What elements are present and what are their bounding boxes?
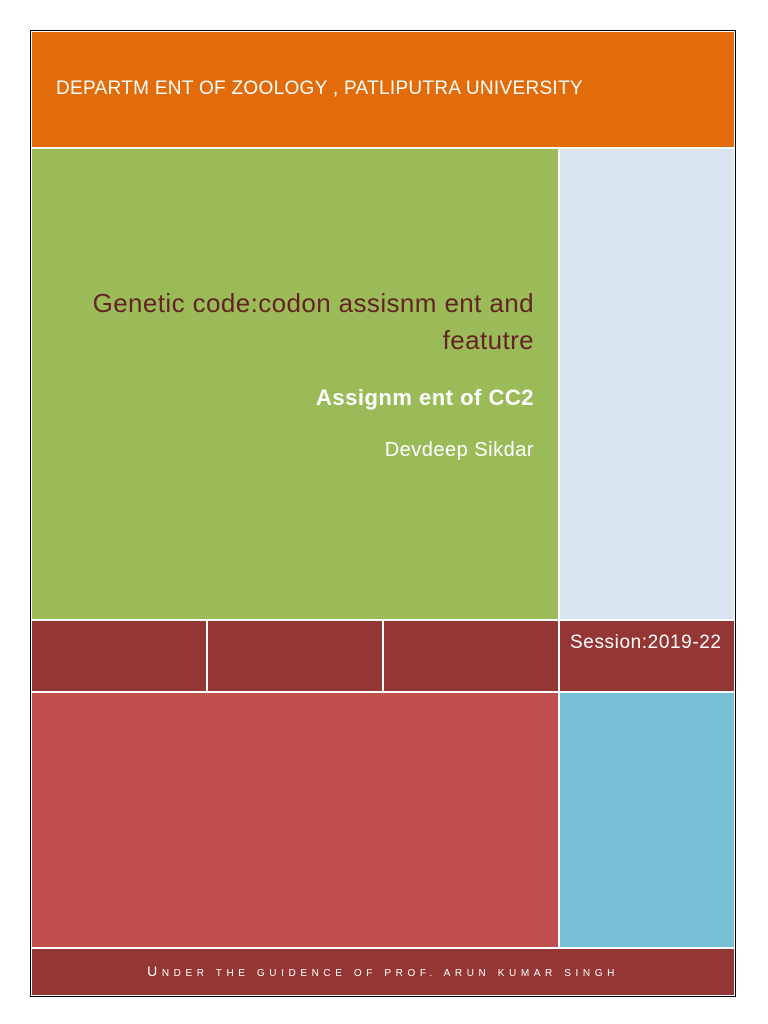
band-cell-1 [32, 621, 206, 691]
guidance-text: Under the guidence of Prof. Arun Kumar S… [147, 963, 619, 979]
band-cell-3 [384, 621, 558, 691]
department-name: DEPARTM ENT OF ZOOLOGY , PATLIPUTRA UNIV… [56, 78, 583, 99]
page-frame [30, 30, 736, 997]
band-cell-2 [208, 621, 382, 691]
document-title: Genetic code:codon assisnm ent and featu… [92, 288, 534, 355]
lower-block [32, 693, 558, 947]
header-banner: DEPARTM ENT OF ZOOLOGY , PATLIPUTRA UNIV… [32, 32, 734, 147]
side-panel-top [560, 149, 734, 619]
session-label: Session:2019-22 [570, 632, 722, 653]
side-panel-bottom [560, 693, 734, 947]
footer-banner: Under the guidence of Prof. Arun Kumar S… [32, 949, 734, 995]
title-block: Genetic code:codon assisnm ent and featu… [32, 149, 558, 619]
session-cell: Session:2019-22 [560, 621, 734, 691]
author-name: Devdeep Sikdar [384, 439, 534, 461]
document-subtitle: Assignm ent of CC2 [315, 385, 534, 410]
